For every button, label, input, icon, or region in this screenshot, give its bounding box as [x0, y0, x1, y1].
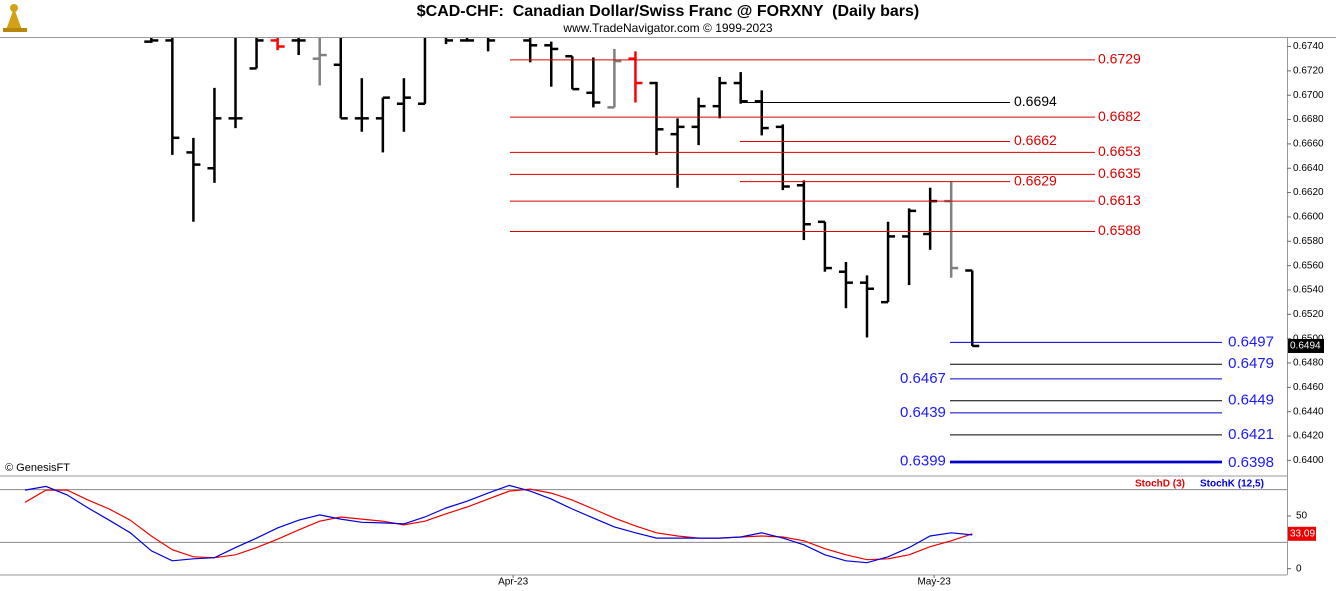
legend-entry: StochD (3) [1135, 479, 1185, 490]
level-label: 0.6449 [1228, 392, 1274, 409]
level-label: 0.6439 [900, 404, 946, 421]
level-label: 0.6694 [1014, 93, 1057, 109]
level-label: 0.6629 [1014, 172, 1057, 188]
logo [3, 4, 27, 32]
y-tick-label: 0.6480 [1293, 358, 1324, 369]
y-tick-label: 0.6700 [1293, 90, 1324, 101]
level-label: 0.6635 [1098, 165, 1141, 181]
y-tick-label: 50 [1296, 511, 1308, 522]
level-label: 0.6421 [1228, 426, 1274, 443]
level-label: 0.6467 [900, 370, 946, 387]
last-value-label: 33.09 [1290, 528, 1315, 539]
stoch-line [24, 484, 973, 564]
last-value-box [1288, 526, 1316, 541]
level-label: 0.6662 [1014, 132, 1057, 148]
y-tick-label: 0.6580 [1293, 236, 1324, 247]
level-label: 0.6729 [1098, 51, 1141, 67]
y-tick-label: 0.6720 [1293, 66, 1324, 77]
y-tick-label: 0.6540 [1293, 285, 1324, 296]
y-tick-label: 0.6600 [1293, 212, 1324, 223]
chart-title: $CAD-CHF: Canadian Dollar/Swiss Franc @ … [417, 3, 920, 20]
y-tick-label: 0.6500 [1293, 333, 1324, 344]
level-label: 0.6588 [1098, 222, 1141, 238]
legend-entry: StochK (12,5) [1200, 479, 1264, 490]
y-tick-label: 0.6660 [1293, 139, 1324, 150]
y-tick-label: 0.6680 [1293, 114, 1324, 125]
y-tick-label: 0.6520 [1293, 309, 1324, 320]
level-label: 0.6399 [900, 453, 946, 470]
y-tick-label: 0 [1296, 563, 1302, 574]
stoch-line [24, 488, 973, 561]
y-tick-label: 0.6460 [1293, 382, 1324, 393]
price-panel [144, 38, 980, 348]
level-label: 0.6682 [1098, 108, 1141, 124]
x-tick-label: Apr-23 [498, 577, 528, 588]
y-tick-label: 0.6740 [1293, 41, 1324, 52]
level-label: 0.6497 [1228, 333, 1274, 350]
y-tick-label: 0.6560 [1293, 260, 1324, 271]
y-tick-label: 0.6620 [1293, 187, 1324, 198]
y-tick-label: 0.6640 [1293, 163, 1324, 174]
y-tick-label: 0.6440 [1293, 406, 1324, 417]
last-price-box [1288, 338, 1324, 353]
chart-subtitle: www.TradeNavigator.com © 1999-2023 [562, 21, 772, 35]
y-tick-label: 0.6420 [1293, 431, 1324, 442]
y-tick-label: 0.6400 [1293, 455, 1324, 466]
annotation: © GenesisFT [5, 462, 70, 474]
last-price-label: 0.6494 [1290, 341, 1321, 352]
level-label: 0.6613 [1098, 192, 1141, 208]
x-tick-label: May-23 [917, 577, 951, 588]
level-label: 0.6653 [1098, 143, 1141, 159]
level-label: 0.6479 [1228, 355, 1274, 372]
level-label: 0.6398 [1228, 454, 1274, 471]
